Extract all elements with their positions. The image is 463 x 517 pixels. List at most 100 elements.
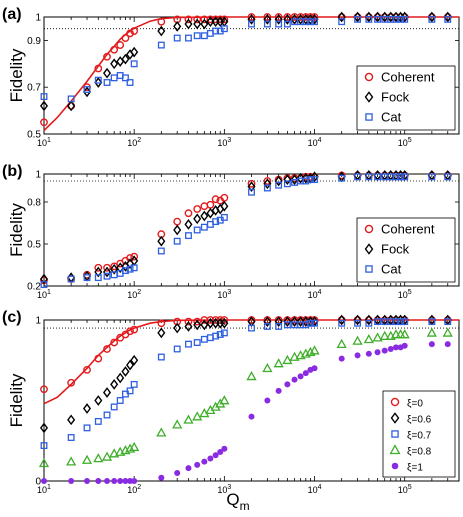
panel-3-point-square bbox=[354, 319, 362, 327]
panel-1-point-circle bbox=[157, 17, 166, 26]
panel-1-point-diamond bbox=[39, 100, 49, 112]
panel-3-point-dot bbox=[291, 376, 298, 383]
panel-1-point-diamond bbox=[337, 11, 346, 23]
panel-1-point-diamond bbox=[67, 100, 76, 112]
panel-3-point-diamond bbox=[296, 316, 305, 327]
panel-3-xtick-label: 105 bbox=[398, 484, 412, 495]
panel-2-point-square bbox=[130, 264, 138, 272]
panel-3-point-dot bbox=[381, 347, 388, 354]
panel-2-point-diamond bbox=[263, 178, 272, 190]
panel-1-point-square bbox=[67, 95, 75, 103]
panel-1-point-diamond bbox=[200, 18, 209, 30]
panel-1-xtick-label: 104 bbox=[308, 137, 322, 148]
panel-3-point-triangle bbox=[183, 414, 194, 424]
panel-3-point-circle bbox=[83, 366, 91, 374]
panel-3-point-diamond bbox=[206, 317, 215, 329]
panel-2-point-square bbox=[40, 281, 48, 289]
panel-3-xtick-label: 104 bbox=[308, 484, 322, 495]
panel-3-point-dot bbox=[302, 370, 309, 377]
panel-1-point-diamond bbox=[283, 13, 292, 25]
panel-3-point-triangle bbox=[101, 451, 113, 461]
panel-1-point-diamond bbox=[121, 53, 130, 65]
panel-1-ylabel: Fidelity bbox=[7, 48, 26, 102]
panel-3-point-dot bbox=[338, 355, 345, 362]
panel-3-point-triangle bbox=[66, 456, 77, 466]
panel-3-point-circle bbox=[184, 317, 193, 326]
panel-1-point-circle bbox=[274, 13, 283, 21]
panel-3-point-dot bbox=[41, 478, 47, 484]
panel-1-xtick-label: 105 bbox=[398, 137, 412, 148]
panel-1-point-square bbox=[428, 15, 436, 23]
panel-1-point-square bbox=[302, 18, 310, 26]
panel-2-point-diamond bbox=[310, 171, 319, 183]
panel-3-point-square bbox=[116, 397, 124, 404]
panel-3-point-triangle bbox=[379, 330, 390, 340]
panel-3-point-dot bbox=[217, 449, 224, 456]
panel-3-point-triangle bbox=[93, 453, 104, 463]
panel-1-point-diamond bbox=[263, 13, 272, 25]
panel-1-point-square bbox=[397, 15, 405, 23]
panel-3-xlabel: Qm bbox=[226, 490, 249, 513]
panel-1-point-circle bbox=[184, 15, 193, 24]
panel-3-point-square bbox=[94, 417, 102, 425]
panel-2-point-circle bbox=[103, 263, 111, 272]
panel-1-point-diamond bbox=[274, 13, 283, 25]
panel-3-point-diamond bbox=[126, 359, 135, 371]
panel-1-point-square bbox=[311, 18, 318, 26]
panel-1-point-circle bbox=[247, 13, 256, 21]
panel-3-label: (c) bbox=[2, 309, 22, 326]
panel-2-point-diamond bbox=[200, 210, 209, 222]
panel-3-legend-marker bbox=[389, 444, 401, 455]
panel-3-point-dot bbox=[354, 352, 361, 359]
panel-3-point-circle bbox=[94, 354, 103, 363]
panel-3-point-square bbox=[283, 321, 291, 329]
panel-3-point-triangle bbox=[289, 351, 300, 361]
panel-1-point-square bbox=[306, 18, 314, 26]
panel-3-point-triangle bbox=[352, 335, 363, 345]
panel-3-point-triangle bbox=[273, 358, 284, 368]
panel-1-point-square bbox=[392, 15, 400, 23]
panel-3-point-circle bbox=[110, 338, 119, 347]
panel-2-legend-entry: Fock bbox=[381, 242, 410, 257]
panel-3-point-diamond bbox=[290, 316, 299, 327]
panel-3-point-dot bbox=[311, 365, 318, 372]
panel-2-point-square bbox=[275, 181, 283, 189]
panel-2-point-diamond bbox=[247, 181, 256, 192]
panel-2-point-diamond bbox=[206, 207, 215, 219]
panel-1-point-square bbox=[374, 15, 382, 23]
panel-3-point-square bbox=[212, 332, 220, 340]
panel-3-point-circle bbox=[157, 319, 166, 328]
panel-2-point-square bbox=[311, 176, 318, 184]
panel-1-xtick-label: 101 bbox=[37, 137, 51, 148]
panel-2-point-square bbox=[103, 272, 111, 280]
panel-1-label: (a) bbox=[2, 6, 22, 23]
panel-2-ytick-label: 1 bbox=[35, 170, 41, 181]
panel-1-point-square bbox=[121, 74, 129, 82]
panel-3-point-diamond bbox=[83, 403, 92, 414]
panel-2-point-square bbox=[428, 173, 436, 181]
panel-3-point-dot bbox=[117, 478, 124, 484]
panel-3-point-dot bbox=[264, 397, 271, 404]
panel-2-point-square bbox=[374, 173, 382, 181]
panel-3-point-diamond bbox=[337, 314, 346, 326]
panel-2-legend bbox=[356, 217, 456, 283]
panel-3-point-square bbox=[263, 322, 271, 330]
panel-3-point-dot bbox=[374, 349, 381, 356]
panel-1-point-diamond bbox=[193, 18, 202, 30]
panel-3-ytick-label: 0 bbox=[35, 477, 41, 488]
panel-3-point-square bbox=[216, 331, 224, 338]
panel-3-xtick-label: 102 bbox=[127, 484, 141, 495]
panel-2-point-circle bbox=[263, 177, 272, 185]
panel-1-point-square bbox=[248, 20, 255, 28]
panel-1-point-diamond bbox=[184, 18, 193, 30]
panel-3-point-triangle bbox=[109, 448, 120, 458]
panel-3-point-diamond bbox=[193, 319, 202, 331]
panel-1-point-circle bbox=[110, 45, 119, 54]
panel-1-point-square bbox=[130, 60, 138, 68]
panel-3-point-circle bbox=[40, 385, 48, 394]
panel-2-point-circle bbox=[94, 263, 103, 272]
panel-3-point-triangle bbox=[363, 333, 374, 344]
panel-3-point-diamond bbox=[220, 317, 229, 329]
panel-3-point-triangle bbox=[372, 332, 383, 342]
